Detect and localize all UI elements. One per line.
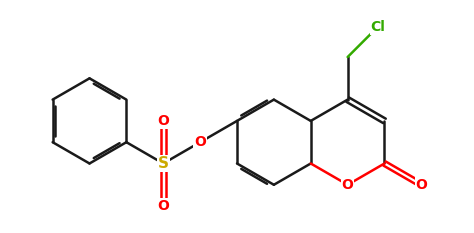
Text: Cl: Cl bbox=[370, 20, 385, 34]
Text: O: O bbox=[342, 178, 354, 192]
Text: S: S bbox=[158, 156, 169, 171]
Text: O: O bbox=[157, 199, 169, 213]
Text: O: O bbox=[157, 114, 169, 128]
Text: O: O bbox=[194, 135, 206, 149]
Text: O: O bbox=[415, 178, 427, 192]
